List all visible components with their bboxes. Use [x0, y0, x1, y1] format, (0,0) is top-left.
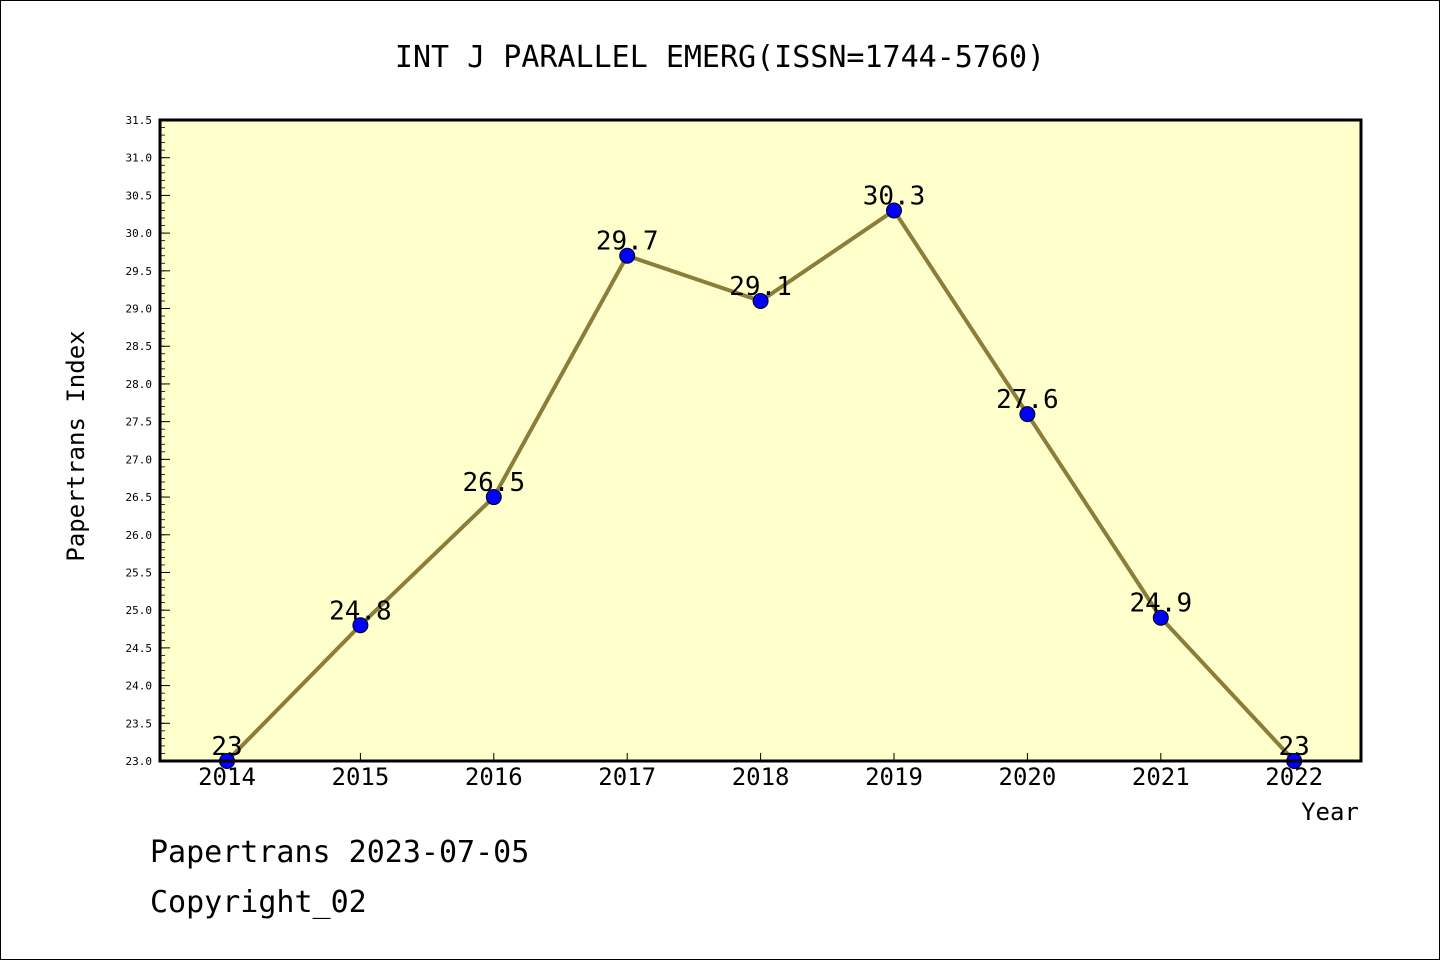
data-label: 30.3	[863, 181, 926, 211]
y-tick-label: 29.0	[126, 303, 153, 316]
y-tick-label: 27.0	[126, 453, 153, 466]
data-point	[886, 202, 902, 219]
x-tick-label: 2016	[465, 763, 523, 791]
data-label: 29.7	[596, 227, 659, 257]
data-label: 24.9	[1129, 589, 1192, 619]
x-tick-label: 2018	[732, 763, 790, 791]
y-tick-label: 25.0	[126, 604, 153, 617]
data-label: 24.8	[329, 596, 392, 626]
y-tick-label: 23.0	[126, 755, 153, 768]
chart-title: INT J PARALLEL EMERG(ISSN=1744-5760)	[395, 40, 1045, 75]
x-tick-label: 2020	[999, 763, 1057, 791]
x-tick-label: 2015	[332, 763, 390, 791]
data-label: 29.1	[729, 272, 792, 302]
y-tick-label: 24.5	[126, 642, 153, 655]
data-point	[1152, 609, 1169, 626]
y-tick-label: 30.0	[126, 227, 153, 240]
x-tick-label: 2017	[598, 763, 656, 791]
y-tick-label: 31.5	[126, 114, 153, 127]
y-tick-label: 26.0	[126, 529, 153, 542]
data-label: 23	[211, 732, 242, 762]
data-labels: 23 24.8 26.5 29.7 29.1 30.3 27.6 24.9 23	[211, 181, 1310, 762]
y-tick-label: 31.0	[126, 152, 153, 165]
y-tick-label: 30.5	[126, 189, 153, 202]
y-tick-label: 29.5	[126, 265, 153, 278]
footer-date: Papertrans 2023-07-05	[150, 835, 530, 870]
data-label: 26.5	[462, 468, 525, 498]
x-tick-label: 2019	[865, 763, 923, 791]
y-tick-label: 28.5	[126, 340, 153, 353]
data-point	[619, 247, 636, 264]
y-tick-label: 24.0	[126, 680, 153, 693]
y-tick-label: 25.5	[126, 566, 153, 579]
data-point	[752, 292, 769, 309]
plot-border	[158, 118, 1363, 763]
y-tick-label: 26.5	[126, 491, 153, 504]
y-tick-label: 27.5	[126, 416, 153, 429]
x-tick-label: 2021	[1132, 763, 1190, 791]
data-point	[485, 489, 502, 506]
x-axis-ticks: 2014 2015 2016 2017 2018 2019 2020 2021 2022	[198, 753, 1323, 791]
y-tick-label: 28.0	[126, 378, 153, 391]
data-point	[352, 617, 369, 634]
x-axis-label: Year	[1301, 798, 1359, 826]
plot-background	[160, 120, 1361, 761]
data-label: 27.6	[996, 385, 1059, 415]
y-tick-label: 23.5	[126, 717, 153, 730]
footer-copyright: Copyright_02	[150, 885, 367, 920]
y-axis-label: Papertrans Index	[62, 330, 90, 561]
data-label: 23	[1279, 732, 1310, 762]
data-point	[1019, 406, 1036, 423]
